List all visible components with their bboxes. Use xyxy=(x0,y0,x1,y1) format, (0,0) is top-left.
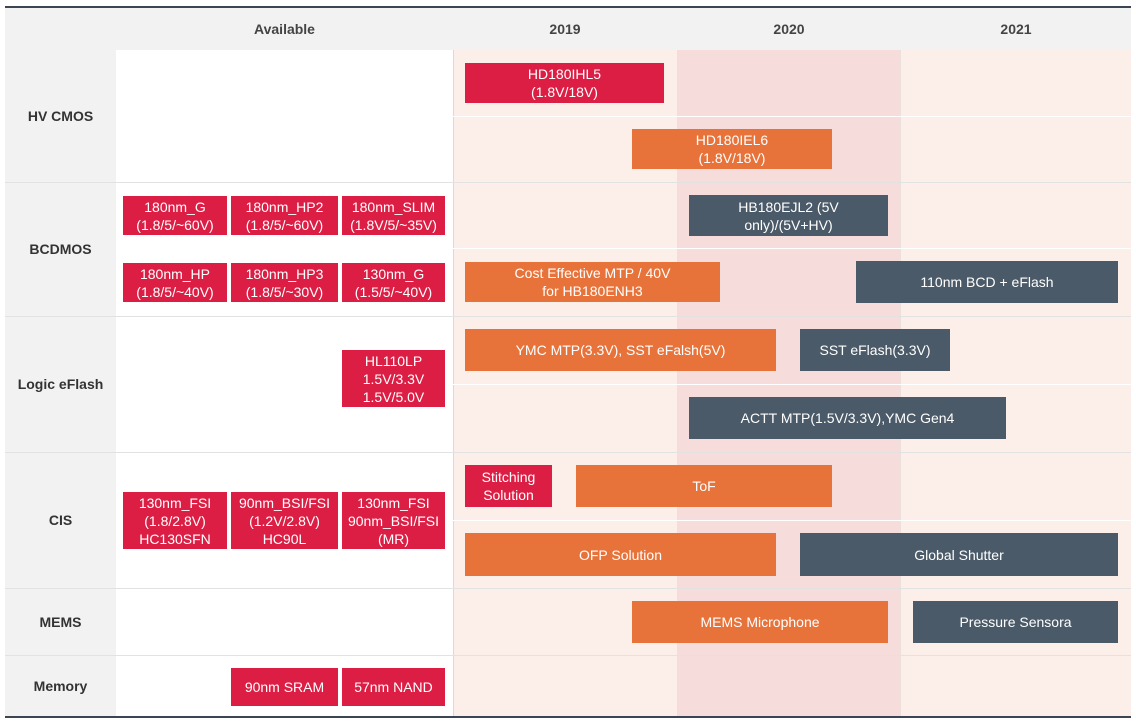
roadmap-item: 110nm BCD + eFlash xyxy=(856,261,1118,303)
available-item: 180nm_SLIM (1.8V/5/~35V) xyxy=(342,196,445,235)
roadmap-item: ACTT MTP(1.5V/3.3V),YMC Gen4 xyxy=(689,397,1006,439)
available-item: 180nm_G (1.8/5/~60V) xyxy=(123,196,227,235)
category-column xyxy=(5,50,116,718)
roadmap-item: HD180IEL6 (1.8V/18V) xyxy=(632,129,832,169)
row-divider xyxy=(5,588,1131,589)
header-available: Available xyxy=(254,21,315,37)
roadmap-item: HD180IHL5 (1.8V/18V) xyxy=(465,63,664,103)
subrow-divider xyxy=(453,384,1131,385)
available-item: 90nm SRAM xyxy=(231,668,338,706)
row-divider xyxy=(5,316,1131,317)
roadmap-item: ToF xyxy=(576,465,832,507)
available-item: 90nm_BSI/FSI (1.2V/2.8V) HC90L xyxy=(231,492,338,549)
roadmap-item: Pressure Sensora xyxy=(913,601,1118,643)
row-divider xyxy=(5,655,1131,656)
available-item: 130nm_FSI (1.8/2.8V) HC130SFN xyxy=(123,492,227,549)
roadmap-item: OFP Solution xyxy=(465,533,776,576)
row-divider xyxy=(5,452,1131,453)
subrow-divider xyxy=(453,248,1131,249)
subrow-divider xyxy=(453,116,1131,117)
category-hv-cmos: HV CMOS xyxy=(27,108,94,124)
available-item: HL110LP 1.5V/3.3V 1.5V/5.0V xyxy=(342,350,445,407)
row-divider xyxy=(5,182,1131,183)
roadmap-item: SST eFlash(3.3V) xyxy=(800,329,950,371)
category-mems: MEMS xyxy=(39,613,82,630)
top-border xyxy=(5,6,1131,8)
header-year-2021: 2021 xyxy=(1000,21,1032,37)
roadmap-item: Stitching Solution xyxy=(465,465,552,507)
category-memory: Memory xyxy=(33,677,88,694)
available-item: 130nm_FSI 90nm_BSI/FSI (MR) xyxy=(342,492,445,549)
category-logic-eflash: Logic eFlash xyxy=(17,376,104,392)
available-item: 180nm_HP (1.8/5/~40V) xyxy=(123,263,227,302)
roadmap-item: Cost Effective MTP / 40V for HB180ENH3 xyxy=(465,262,720,302)
available-item: 57nm NAND xyxy=(342,668,445,706)
roadmap-item: YMC MTP(3.3V), SST eFalsh(5V) xyxy=(465,329,776,371)
roadmap-item: HB180EJL2 (5V only)/(5V+HV) xyxy=(689,195,888,236)
category-cis: CIS xyxy=(48,512,73,528)
available-item: 180nm_HP3 (1.8/5/~30V) xyxy=(231,263,338,302)
roadmap-item: Global Shutter xyxy=(800,533,1118,576)
header-year-2020: 2020 xyxy=(773,21,805,37)
subrow-divider xyxy=(453,520,1131,521)
header-year-2019: 2019 xyxy=(549,21,581,37)
category-bcdmos: BCDMOS xyxy=(29,241,92,257)
bottom-border xyxy=(5,716,1131,718)
available-item: 180nm_HP2 (1.8/5/~60V) xyxy=(231,196,338,235)
header-row xyxy=(5,8,1131,50)
available-item: 130nm_G (1.5/5/~40V) xyxy=(342,263,445,302)
roadmap-item: MEMS Microphone xyxy=(632,601,888,643)
